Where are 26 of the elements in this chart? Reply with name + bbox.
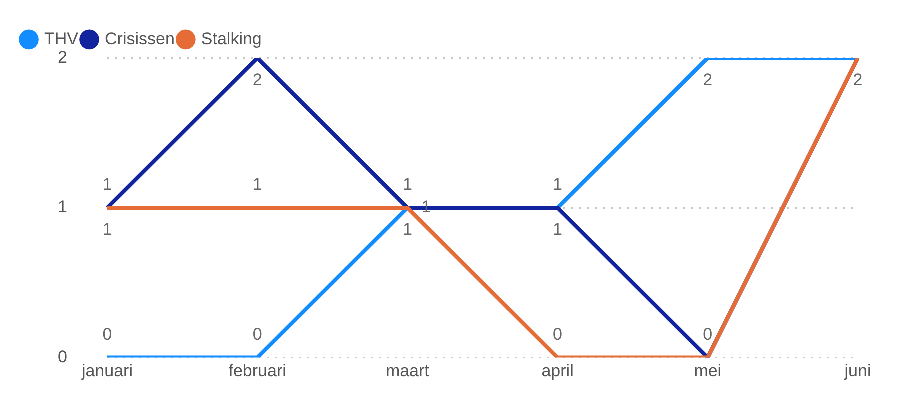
data-label: 0: [703, 324, 713, 344]
x-tick-label: juni: [844, 362, 872, 381]
data-label: 2: [703, 70, 713, 90]
data-label: 1: [102, 175, 112, 194]
data-label: 1: [402, 220, 412, 240]
y-tick-label: 0: [58, 347, 68, 366]
data-label: 2: [252, 70, 262, 90]
y-tick-label: 2: [58, 48, 68, 67]
x-tick-label: januari: [80, 362, 133, 381]
data-label: 1: [402, 175, 412, 194]
legend-label: Crisissen: [105, 29, 175, 48]
data-label: 0: [102, 324, 112, 344]
data-label: 1: [553, 175, 563, 194]
data-label: 1: [252, 175, 262, 194]
x-tick-label: maart: [386, 362, 430, 381]
legend-label: THV: [44, 29, 80, 48]
y-tick-label: 1: [58, 198, 68, 217]
data-label: 0: [252, 324, 262, 344]
data-label: 1: [553, 220, 563, 240]
data-label: 2: [853, 70, 863, 90]
legend-label: Stalking: [201, 29, 262, 48]
x-tick-label: februari: [228, 362, 286, 381]
data-label: 0: [553, 324, 563, 344]
data-label: 1: [102, 220, 112, 240]
x-tick-label: mei: [694, 362, 722, 381]
x-tick-label: april: [542, 362, 574, 381]
